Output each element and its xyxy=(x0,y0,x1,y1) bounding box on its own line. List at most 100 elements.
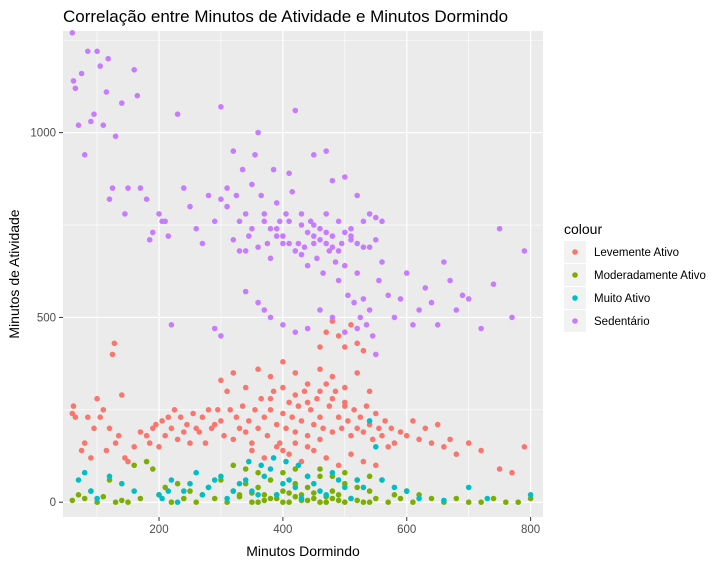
data-point xyxy=(280,240,286,247)
data-point xyxy=(329,495,336,502)
data-point xyxy=(410,322,416,328)
data-point xyxy=(273,492,280,498)
data-point xyxy=(249,440,255,446)
data-point xyxy=(168,499,175,506)
data-point xyxy=(391,492,398,498)
data-point xyxy=(317,488,323,494)
data-point xyxy=(72,85,79,92)
data-point xyxy=(422,285,429,291)
data-point xyxy=(261,455,268,461)
series-3 xyxy=(69,30,528,358)
data-point xyxy=(326,248,333,254)
legend-swatch xyxy=(572,272,578,278)
data-point xyxy=(211,495,218,502)
data-point xyxy=(150,425,156,432)
data-point xyxy=(410,418,416,424)
data-point xyxy=(317,473,323,480)
data-point xyxy=(242,288,249,295)
data-point xyxy=(211,477,218,483)
legend-item: Sedentário xyxy=(564,310,650,332)
data-point xyxy=(509,314,515,321)
data-point xyxy=(289,414,296,421)
data-point xyxy=(218,418,224,424)
data-point xyxy=(311,490,317,496)
legend-item: Muito Ativo xyxy=(564,287,650,309)
data-point xyxy=(317,414,323,421)
data-point xyxy=(283,211,289,217)
data-point xyxy=(301,244,308,250)
data-point xyxy=(100,493,107,500)
data-point xyxy=(332,259,339,265)
data-point xyxy=(75,122,82,128)
data-point xyxy=(391,440,398,446)
data-point xyxy=(193,225,199,232)
data-point xyxy=(174,480,181,487)
data-point xyxy=(162,484,168,491)
data-point xyxy=(97,63,103,69)
data-point xyxy=(174,436,181,443)
data-point xyxy=(236,492,243,498)
data-point xyxy=(193,469,199,476)
data-point xyxy=(165,488,172,494)
data-point xyxy=(242,477,249,483)
data-point xyxy=(329,488,336,494)
data-point xyxy=(187,440,193,446)
data-point xyxy=(143,458,150,465)
data-point xyxy=(208,425,215,432)
data-point xyxy=(354,240,361,247)
data-point xyxy=(193,425,199,432)
data-point xyxy=(323,148,330,154)
data-point xyxy=(261,492,268,498)
data-point xyxy=(379,432,385,439)
data-point xyxy=(366,473,373,480)
data-point xyxy=(255,425,261,432)
data-point xyxy=(465,440,472,446)
legend-title: colour xyxy=(564,221,602,237)
data-point xyxy=(103,89,110,95)
data-point xyxy=(267,255,274,262)
data-point xyxy=(357,314,364,321)
data-point xyxy=(181,185,187,191)
data-point xyxy=(187,480,193,487)
data-point xyxy=(326,403,333,409)
data-point xyxy=(338,425,345,432)
data-point xyxy=(181,429,187,435)
data-point xyxy=(366,211,373,217)
data-point xyxy=(159,418,165,424)
data-point xyxy=(261,218,268,225)
data-point xyxy=(307,407,314,413)
data-point xyxy=(342,344,348,350)
data-point xyxy=(410,499,416,506)
data-point xyxy=(211,325,218,332)
data-point xyxy=(335,462,342,469)
legend-swatch xyxy=(572,249,578,255)
data-point xyxy=(317,436,323,443)
data-point xyxy=(292,248,299,254)
data-point xyxy=(171,407,178,413)
data-point xyxy=(521,248,528,254)
data-point xyxy=(478,325,484,332)
data-point xyxy=(131,67,137,73)
data-point xyxy=(264,240,271,247)
data-point xyxy=(122,455,128,461)
data-point xyxy=(329,429,336,435)
data-point xyxy=(255,484,261,491)
data-point xyxy=(348,225,354,232)
data-point xyxy=(295,403,302,409)
data-point xyxy=(249,225,255,232)
data-point xyxy=(332,388,339,395)
data-point xyxy=(106,196,113,202)
data-point xyxy=(242,429,249,435)
data-point xyxy=(379,259,385,265)
data-point xyxy=(292,107,299,114)
data-point xyxy=(298,211,305,217)
data-point xyxy=(391,484,398,491)
series-2 xyxy=(75,418,534,506)
data-point xyxy=(311,152,317,158)
data-point xyxy=(261,473,268,480)
data-point xyxy=(199,414,206,421)
data-point xyxy=(354,370,361,376)
data-point xyxy=(134,92,141,99)
data-point xyxy=(373,410,379,417)
data-point xyxy=(218,377,224,384)
